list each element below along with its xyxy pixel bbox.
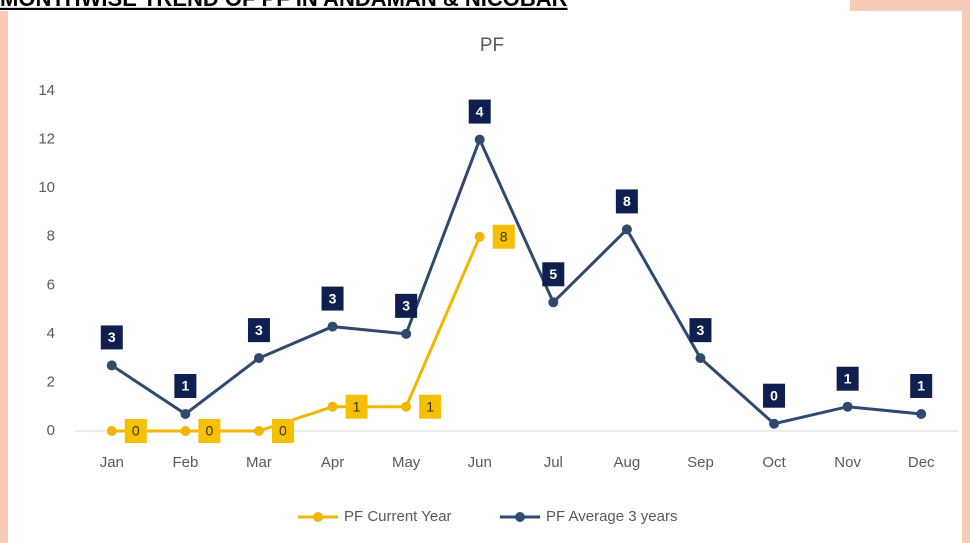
legend-label: PF Average 3 years bbox=[546, 508, 677, 525]
x-tick-label: Jun bbox=[468, 454, 492, 471]
y-tick-label: 10 bbox=[38, 179, 55, 196]
data-label: 1 bbox=[917, 378, 925, 394]
point bbox=[916, 409, 927, 419]
legend-marker bbox=[515, 512, 525, 522]
data-label: 0 bbox=[770, 387, 778, 403]
label-box bbox=[492, 224, 515, 249]
x-tick-label: Dec bbox=[908, 454, 935, 471]
y-tick-label: 6 bbox=[47, 276, 55, 293]
label-box bbox=[763, 383, 786, 408]
point bbox=[621, 224, 632, 235]
label-box bbox=[419, 394, 442, 419]
heading: MONTHWISE TREND OF PF IN ANDAMAN & NICOB… bbox=[0, 0, 568, 11]
x-tick-label: Jul bbox=[544, 454, 563, 471]
data-label: 3 bbox=[329, 290, 337, 306]
point bbox=[695, 353, 706, 364]
point bbox=[106, 360, 117, 371]
label-box bbox=[174, 374, 197, 398]
point bbox=[106, 426, 117, 436]
point bbox=[180, 409, 191, 419]
label-box bbox=[836, 366, 859, 391]
data-label: 3 bbox=[108, 329, 116, 345]
data-label: 0 bbox=[205, 423, 213, 439]
label-box bbox=[689, 318, 712, 343]
label-box bbox=[468, 99, 491, 124]
x-tick-label: Nov bbox=[834, 454, 861, 471]
y-tick-label: 12 bbox=[38, 131, 55, 148]
x-tick-label: Apr bbox=[321, 454, 344, 471]
point bbox=[769, 418, 780, 429]
data-label: 5 bbox=[549, 266, 557, 282]
data-label: 0 bbox=[132, 423, 140, 439]
label-box bbox=[321, 286, 344, 311]
point bbox=[327, 401, 338, 412]
data-label: 3 bbox=[255, 322, 263, 338]
label-box bbox=[395, 293, 418, 318]
chart-title: PF bbox=[480, 35, 504, 56]
x-tick-label: Jan bbox=[100, 454, 124, 471]
point bbox=[401, 328, 412, 339]
point bbox=[474, 231, 485, 242]
label-box bbox=[198, 419, 221, 443]
y-tick-label: 14 bbox=[38, 82, 55, 99]
x-tick-label: May bbox=[392, 454, 421, 471]
data-label: 3 bbox=[402, 298, 410, 314]
label-box bbox=[247, 318, 270, 343]
heading-band bbox=[0, 0, 850, 11]
label-box bbox=[345, 394, 368, 419]
point bbox=[327, 321, 338, 332]
point bbox=[401, 401, 412, 412]
label-box bbox=[100, 325, 123, 350]
data-label: 4 bbox=[476, 103, 484, 119]
data-label: 1 bbox=[426, 398, 434, 414]
point bbox=[842, 401, 853, 412]
legend-label: PF Current Year bbox=[344, 508, 452, 525]
data-label: 1 bbox=[844, 370, 852, 386]
point bbox=[548, 297, 559, 308]
series-line bbox=[110, 135, 922, 426]
label-box bbox=[542, 262, 565, 287]
point bbox=[253, 426, 264, 436]
label-box bbox=[124, 419, 147, 443]
data-label: 0 bbox=[279, 423, 287, 439]
x-tick-label: Mar bbox=[246, 454, 272, 471]
series-line bbox=[111, 236, 482, 433]
y-tick-label: 4 bbox=[47, 325, 55, 342]
y-tick-label: 0 bbox=[47, 422, 55, 439]
point bbox=[474, 134, 485, 145]
x-tick-label: Oct bbox=[762, 454, 786, 471]
data-label: 8 bbox=[500, 228, 508, 244]
x-tick-label: Feb bbox=[172, 454, 198, 471]
y-tick-label: 2 bbox=[47, 373, 55, 390]
x-tick-label: Sep bbox=[687, 454, 714, 471]
y-tick-label: 8 bbox=[47, 228, 55, 245]
label-box bbox=[271, 419, 294, 443]
data-label: 8 bbox=[623, 193, 631, 209]
data-label: 3 bbox=[697, 322, 705, 338]
label-box bbox=[910, 374, 933, 398]
data-label: 1 bbox=[353, 398, 361, 414]
label-box bbox=[615, 189, 638, 214]
x-tick-label: Aug bbox=[614, 454, 641, 471]
point bbox=[253, 353, 264, 364]
point bbox=[180, 426, 191, 436]
legend-marker bbox=[313, 512, 323, 522]
data-label: 1 bbox=[181, 378, 189, 394]
